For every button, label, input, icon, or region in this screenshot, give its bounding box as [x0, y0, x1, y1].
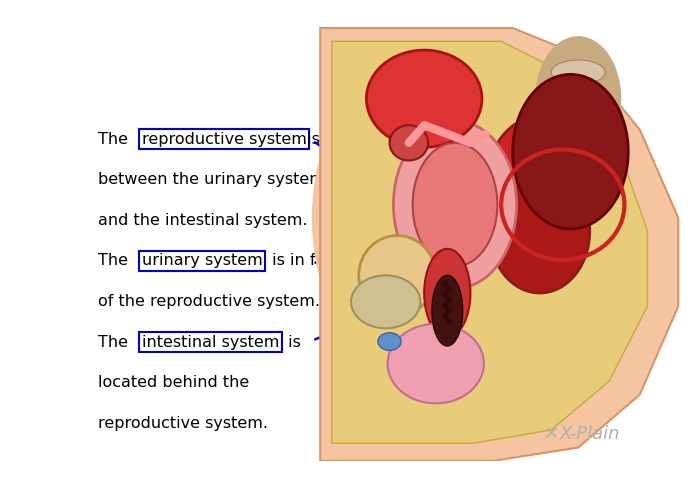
- Text: is in front: is in front: [267, 253, 348, 268]
- Text: is: is: [283, 335, 301, 350]
- Ellipse shape: [358, 236, 435, 315]
- Circle shape: [446, 286, 452, 293]
- Text: of the reproductive system.: of the reproductive system.: [98, 294, 321, 309]
- Text: is: is: [302, 132, 320, 146]
- Ellipse shape: [490, 169, 589, 293]
- Ellipse shape: [393, 121, 517, 288]
- Circle shape: [442, 281, 449, 288]
- Text: The: The: [98, 335, 134, 350]
- Text: reproductive system: reproductive system: [141, 132, 307, 146]
- Ellipse shape: [412, 143, 497, 266]
- Ellipse shape: [486, 116, 594, 258]
- Ellipse shape: [552, 122, 606, 146]
- Circle shape: [446, 297, 452, 303]
- Ellipse shape: [512, 74, 629, 229]
- Circle shape: [442, 312, 449, 320]
- Ellipse shape: [552, 91, 606, 115]
- Ellipse shape: [367, 50, 482, 147]
- Polygon shape: [332, 41, 648, 443]
- Text: located behind the: located behind the: [98, 375, 250, 390]
- Text: ✕: ✕: [544, 425, 559, 443]
- Ellipse shape: [389, 125, 428, 160]
- Text: The: The: [98, 132, 134, 146]
- Circle shape: [446, 318, 452, 325]
- Text: and the intestinal system.: and the intestinal system.: [98, 213, 308, 228]
- Circle shape: [442, 302, 449, 309]
- Circle shape: [442, 291, 449, 298]
- Ellipse shape: [424, 249, 470, 337]
- Text: between the urinary system: between the urinary system: [98, 172, 326, 187]
- Circle shape: [446, 307, 452, 314]
- Text: reproductive system.: reproductive system.: [98, 416, 268, 431]
- Ellipse shape: [432, 276, 463, 346]
- Text: urinary system: urinary system: [141, 253, 262, 268]
- Text: intestinal system: intestinal system: [141, 335, 279, 350]
- Ellipse shape: [388, 324, 484, 403]
- Ellipse shape: [536, 37, 621, 160]
- Ellipse shape: [312, 30, 613, 406]
- Polygon shape: [321, 28, 678, 461]
- Ellipse shape: [552, 60, 606, 84]
- Ellipse shape: [552, 153, 606, 177]
- Ellipse shape: [351, 276, 420, 328]
- Text: X-Plain: X-Plain: [559, 425, 620, 443]
- Text: The: The: [98, 253, 134, 268]
- Ellipse shape: [378, 333, 401, 350]
